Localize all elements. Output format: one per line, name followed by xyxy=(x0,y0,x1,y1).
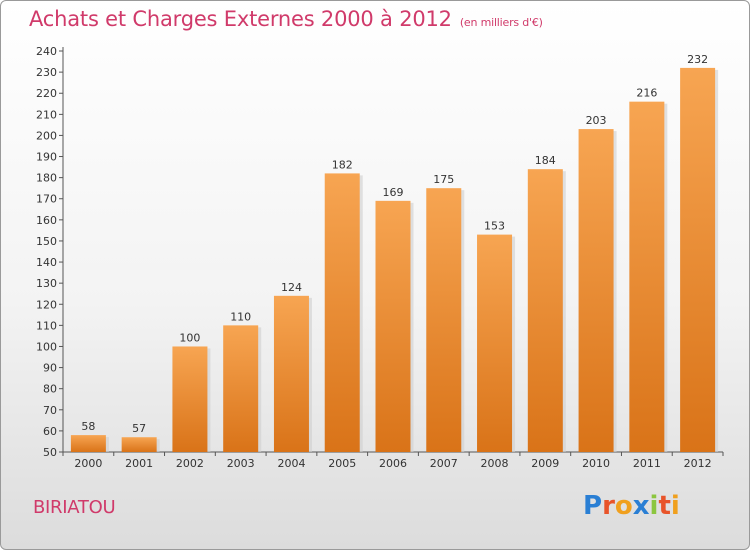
x-tick-label: 2003 xyxy=(227,457,255,470)
x-tick-label: 2005 xyxy=(328,457,356,470)
bar xyxy=(273,295,309,452)
y-tick-label: 150 xyxy=(36,235,57,248)
x-tick-label: 2002 xyxy=(176,457,204,470)
data-label: 216 xyxy=(636,87,657,100)
y-tick-label: 70 xyxy=(43,404,57,417)
data-label: 203 xyxy=(586,114,607,127)
bar xyxy=(578,129,614,452)
y-tick-label: 180 xyxy=(36,172,57,185)
x-tick-label: 2004 xyxy=(277,457,305,470)
bar xyxy=(223,325,259,452)
x-tick-label: 2007 xyxy=(430,457,458,470)
x-tick-label: 2009 xyxy=(531,457,559,470)
commune-name: BIRIATOU xyxy=(33,497,116,518)
y-tick-label: 90 xyxy=(43,362,57,375)
data-label: 182 xyxy=(332,158,353,171)
x-tick-label: 2011 xyxy=(633,457,661,470)
x-tick-label: 2006 xyxy=(379,457,407,470)
logo-letter: r xyxy=(602,491,615,521)
y-tick-label: 240 xyxy=(36,45,57,58)
data-label: 57 xyxy=(132,422,146,435)
chart-subtitle: (en milliers d'€) xyxy=(459,16,543,29)
x-tick-label: 2010 xyxy=(582,457,610,470)
y-tick-label: 110 xyxy=(36,319,57,332)
bar xyxy=(477,234,513,452)
y-tick-label: 230 xyxy=(36,66,57,79)
y-tick-label: 170 xyxy=(36,193,57,206)
x-tick-label: 2008 xyxy=(481,457,509,470)
chart-title-text: Achats et Charges Externes 2000 à 2012 xyxy=(29,7,452,31)
bar xyxy=(375,200,411,452)
bar xyxy=(324,173,360,452)
y-tick-label: 190 xyxy=(36,151,57,164)
bar xyxy=(680,67,716,452)
bar xyxy=(172,346,208,452)
y-tick-label: 210 xyxy=(36,108,57,121)
data-label: 184 xyxy=(535,154,556,167)
logo-letter: i xyxy=(649,491,659,521)
logo-letter: t xyxy=(658,491,671,521)
y-tick-label: 200 xyxy=(36,129,57,142)
chart-title: Achats et Charges Externes 2000 à 2012 (e… xyxy=(29,7,543,31)
logo-letter: o xyxy=(614,491,633,521)
bar xyxy=(629,101,665,452)
x-tick-label: 2012 xyxy=(684,457,712,470)
bar xyxy=(121,437,157,452)
logo-letter: x xyxy=(632,491,650,521)
bar xyxy=(426,188,462,452)
logo-letter: i xyxy=(670,491,680,521)
y-tick-label: 160 xyxy=(36,214,57,227)
y-tick-label: 100 xyxy=(36,340,57,353)
bar xyxy=(527,169,563,453)
data-label: 153 xyxy=(484,220,505,233)
proxiti-logo: Proxiti xyxy=(583,491,680,521)
x-tick-label: 2000 xyxy=(74,457,102,470)
logo-letter: P xyxy=(583,491,603,521)
y-tick-label: 50 xyxy=(43,446,57,459)
data-label: 100 xyxy=(179,331,200,344)
y-tick-label: 80 xyxy=(43,383,57,396)
y-tick-label: 130 xyxy=(36,277,57,290)
bar xyxy=(70,435,106,452)
data-label: 124 xyxy=(281,281,302,294)
data-label: 169 xyxy=(383,186,404,199)
y-tick-label: 120 xyxy=(36,298,57,311)
data-label: 175 xyxy=(433,173,454,186)
data-label: 232 xyxy=(687,53,708,66)
y-tick-label: 220 xyxy=(36,87,57,100)
x-tick-label: 2001 xyxy=(125,457,153,470)
y-tick-label: 60 xyxy=(43,425,57,438)
data-label: 110 xyxy=(230,310,251,323)
y-tick-label: 140 xyxy=(36,256,57,269)
data-label: 58 xyxy=(81,420,95,433)
